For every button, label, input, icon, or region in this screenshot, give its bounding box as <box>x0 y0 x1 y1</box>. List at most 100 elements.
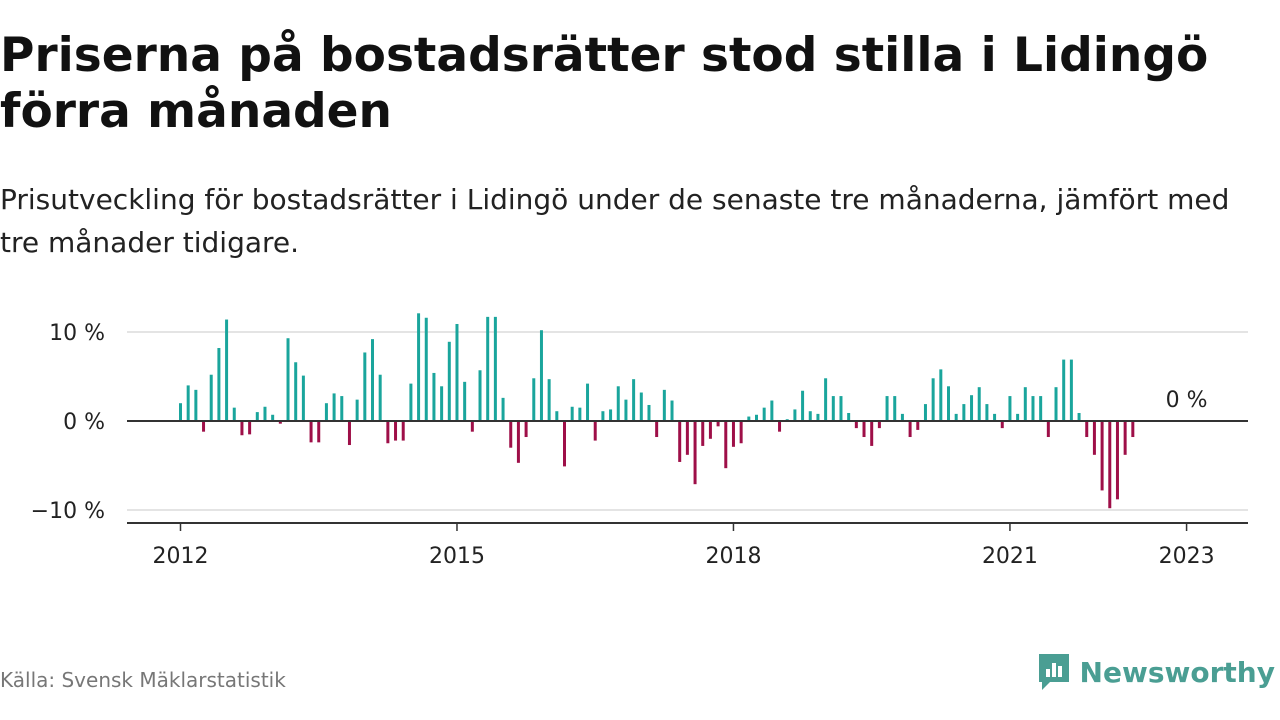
bar <box>493 316 497 421</box>
bar <box>755 414 758 421</box>
bar <box>586 383 590 421</box>
bar <box>401 421 405 441</box>
bar <box>923 404 927 421</box>
bar <box>332 393 336 421</box>
x-axis-labels: 2012 2015 2018 2021 2023 <box>153 523 1215 569</box>
bar <box>893 396 897 421</box>
bar <box>202 421 206 432</box>
y-tick-label: 0 % <box>63 410 105 435</box>
bar <box>985 404 989 421</box>
y-tick-label: 10 % <box>49 321 105 346</box>
bar <box>1039 396 1043 421</box>
bar <box>232 407 236 421</box>
chart-subtitle: Prisutveckling för bostadsrätter i Lidin… <box>0 183 1230 259</box>
bar <box>463 381 467 421</box>
bar <box>839 396 843 421</box>
bar <box>647 404 651 421</box>
bar <box>248 421 252 435</box>
bar <box>555 411 559 421</box>
bar <box>831 396 835 421</box>
bar <box>670 400 674 421</box>
bar <box>970 395 974 421</box>
bar <box>186 385 190 421</box>
bar <box>601 411 605 421</box>
bar <box>793 409 797 421</box>
bar <box>340 396 344 421</box>
bar <box>1108 421 1112 509</box>
bar <box>1016 413 1020 421</box>
bar <box>1077 412 1081 421</box>
bar <box>478 370 482 421</box>
bar <box>501 397 505 421</box>
bar <box>609 409 613 421</box>
x-tick-label: 2012 <box>153 544 209 569</box>
x-tick-label: 2021 <box>982 544 1038 569</box>
bar <box>993 413 997 421</box>
bar <box>870 421 874 446</box>
bar <box>593 421 597 441</box>
bar <box>655 421 659 438</box>
bar <box>908 421 912 438</box>
bar <box>217 348 221 421</box>
bar <box>255 412 259 421</box>
y-tick-label: −10 % <box>31 499 105 524</box>
bar <box>1008 396 1012 421</box>
bar <box>724 421 728 469</box>
brand[interactable]: Newsworthy <box>1036 652 1275 692</box>
bar <box>470 421 474 432</box>
bar <box>317 421 321 443</box>
bar <box>570 406 574 421</box>
bar <box>455 323 459 421</box>
bar <box>432 372 436 421</box>
y-axis-labels: 10 % 0 % −10 % <box>31 321 105 524</box>
bar <box>271 414 275 421</box>
bar <box>931 378 935 421</box>
bar <box>616 386 620 421</box>
source-note: Källa: Svensk Mäklarstatistik <box>0 668 286 692</box>
bar <box>394 421 398 441</box>
bar <box>808 411 812 421</box>
bar <box>209 374 213 421</box>
bar <box>509 421 513 448</box>
bar <box>225 319 229 421</box>
bar <box>701 421 705 446</box>
bar <box>885 396 889 421</box>
bar <box>962 404 966 421</box>
bar <box>447 341 451 421</box>
bar <box>877 421 881 429</box>
bar <box>862 421 866 438</box>
bar <box>747 416 751 421</box>
bar <box>624 399 628 421</box>
bar <box>286 338 290 421</box>
bar <box>547 379 551 421</box>
bar <box>939 369 943 421</box>
bar <box>301 375 305 421</box>
bar <box>179 403 182 421</box>
bar <box>240 421 244 436</box>
bar <box>1092 421 1096 455</box>
bar <box>1115 421 1119 500</box>
bar <box>486 316 490 421</box>
bar <box>778 421 782 432</box>
bar <box>347 421 351 446</box>
bar <box>685 421 689 455</box>
bar-chart: 10 % 0 % −10 % 2012 2015 2018 2021 2023 0 % <box>31 313 1248 569</box>
bar <box>947 386 950 421</box>
bar <box>678 421 682 462</box>
bar <box>762 407 766 421</box>
bar <box>378 374 382 421</box>
bar <box>693 421 697 485</box>
bar <box>417 313 421 421</box>
bar <box>324 403 328 421</box>
bar <box>1023 387 1027 421</box>
bar <box>716 421 720 427</box>
bar <box>1031 396 1035 421</box>
bar <box>1123 421 1127 455</box>
bar <box>409 383 413 421</box>
bar <box>731 421 735 447</box>
bar <box>801 390 805 421</box>
bar <box>1054 387 1058 421</box>
bar <box>532 378 536 421</box>
x-tick-label: 2015 <box>429 544 485 569</box>
bar <box>1069 359 1073 421</box>
